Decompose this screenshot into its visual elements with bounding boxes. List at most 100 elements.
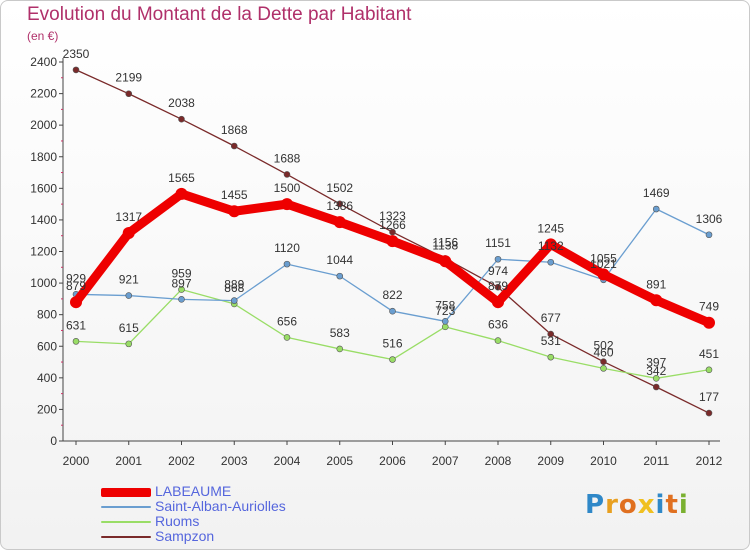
y-tick-label: 2000 — [30, 118, 57, 132]
data-label: 1138 — [432, 238, 458, 252]
data-point — [125, 90, 133, 98]
data-point — [178, 296, 185, 303]
data-label: 1565 — [168, 171, 195, 185]
data-point — [336, 200, 344, 208]
data-point — [600, 365, 607, 372]
x-tick-label: 2003 — [221, 454, 248, 468]
proxiti-logo: Proxiti — [585, 490, 689, 520]
data-label: 1455 — [221, 188, 248, 202]
data-label: 677 — [541, 311, 561, 325]
x-tick-label: 2011 — [643, 454, 669, 468]
data-label: 1156 — [432, 235, 458, 249]
data-label: 1688 — [274, 151, 301, 165]
data-point — [283, 334, 291, 341]
data-point — [72, 66, 80, 74]
data-label: 2038 — [168, 96, 195, 110]
data-point — [705, 231, 713, 239]
data-label: 891 — [646, 277, 666, 291]
legend-label: LABEAUME — [155, 483, 232, 499]
data-point — [122, 227, 135, 240]
data-point — [547, 258, 555, 266]
data-label: 636 — [488, 318, 508, 332]
legend-label: Sampzon — [155, 528, 215, 544]
x-tick-label: 2001 — [115, 454, 142, 468]
data-point — [70, 296, 82, 309]
data-label: 1044 — [326, 253, 353, 267]
x-tick-label: 2010 — [590, 454, 617, 468]
data-label: 2199 — [115, 71, 142, 85]
data-point — [178, 115, 185, 123]
data-label: 1317 — [115, 210, 142, 224]
data-label: 749 — [699, 300, 719, 314]
data-label: 583 — [330, 326, 350, 340]
y-tick-label: 1400 — [30, 213, 57, 227]
data-point — [389, 307, 396, 315]
x-tick-label: 2007 — [432, 454, 459, 468]
data-label: 502 — [593, 339, 613, 353]
data-point — [494, 283, 502, 291]
data-label: 516 — [382, 337, 402, 351]
data-point — [652, 375, 660, 382]
data-point — [125, 340, 133, 348]
y-tick-label: 2400 — [30, 55, 57, 69]
y-tick-label: 1200 — [30, 245, 57, 259]
data-label: 897 — [171, 276, 191, 290]
data-point — [230, 297, 238, 304]
y-tick-label: 1000 — [30, 276, 57, 290]
data-label: 451 — [699, 347, 719, 361]
legend-swatch — [101, 536, 151, 538]
data-point — [281, 198, 293, 211]
data-label: 177 — [699, 390, 719, 404]
data-label: 889 — [224, 278, 244, 292]
legend-label: Ruoms — [155, 513, 200, 529]
data-point — [705, 366, 713, 374]
data-point — [125, 292, 133, 299]
x-tick-label: 2002 — [168, 454, 195, 468]
data-point — [389, 228, 396, 236]
x-tick-label: 2012 — [696, 454, 723, 468]
chart-title: Evolution du Montant de la Dette par Hab… — [27, 4, 412, 25]
data-label: 1500 — [274, 181, 301, 195]
data-label: 656 — [277, 314, 297, 328]
data-label: 397 — [646, 355, 666, 369]
data-label: 2350 — [63, 47, 90, 61]
data-label: 1245 — [537, 221, 564, 235]
legend-swatch — [101, 488, 151, 497]
data-label: 1323 — [379, 209, 406, 223]
data-label: 974 — [488, 264, 508, 278]
data-label: 868 — [224, 281, 244, 295]
data-point — [441, 323, 449, 331]
data-point — [283, 260, 291, 268]
x-tick-label: 2009 — [537, 454, 564, 468]
data-label: 921 — [119, 273, 139, 287]
y-tick-label: 2200 — [30, 87, 57, 101]
series-ruoms — [72, 286, 713, 382]
data-point — [336, 345, 344, 353]
data-label: 1266 — [379, 218, 406, 232]
data-point — [703, 316, 715, 329]
x-tick-label: 2008 — [485, 454, 512, 468]
data-label: 879 — [488, 279, 508, 293]
data-label: 1386 — [326, 199, 353, 213]
data-point — [494, 337, 502, 344]
data-label: 1306 — [696, 212, 723, 226]
data-point — [230, 142, 238, 150]
data-label: 1151 — [485, 236, 511, 250]
y-tick-label: 1800 — [30, 150, 57, 164]
data-label: 342 — [646, 364, 666, 378]
data-point — [228, 205, 241, 218]
data-label: 723 — [435, 304, 455, 318]
data-label: 460 — [593, 345, 613, 359]
data-point — [547, 330, 555, 338]
series-line — [75, 288, 710, 379]
data-point — [72, 338, 80, 345]
data-point — [652, 205, 660, 213]
data-label: 1502 — [326, 181, 353, 195]
y-tick-label: 800 — [37, 308, 57, 322]
data-label: 1021 — [590, 257, 617, 271]
data-point — [283, 171, 291, 178]
data-label: 631 — [66, 318, 86, 332]
data-point — [492, 296, 504, 309]
